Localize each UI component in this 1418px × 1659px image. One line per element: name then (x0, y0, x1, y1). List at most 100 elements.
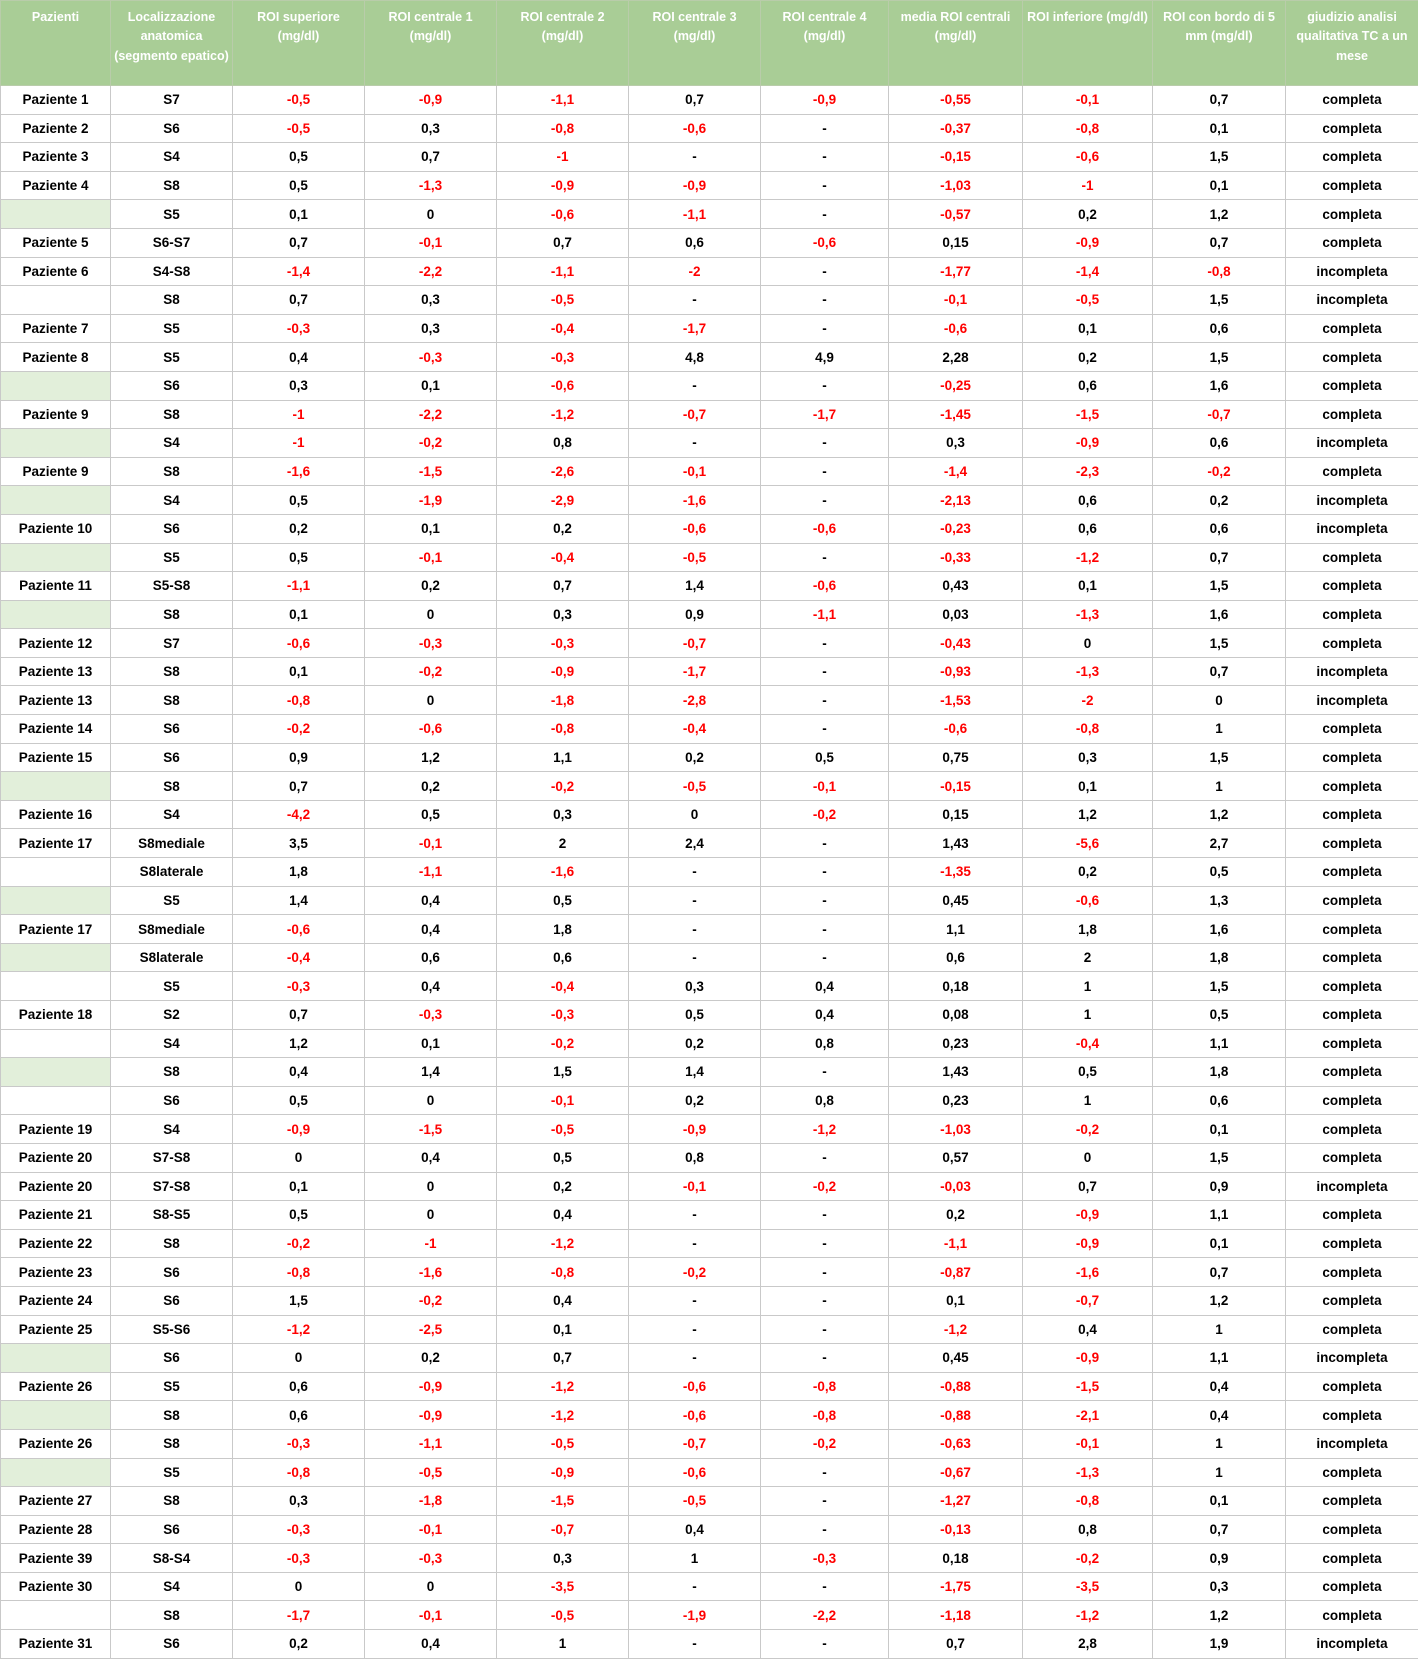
judgment-cell: completa (1285, 828, 1418, 859)
value-cell: 0,6 (888, 942, 1023, 973)
value-cell: 0,8 (760, 1028, 889, 1059)
value-cell: -1,1 (496, 256, 629, 287)
value-cell: -1,6 (628, 485, 761, 515)
value-cell: -0,15 (888, 142, 1023, 172)
value-cell: -0,9 (1022, 1228, 1153, 1259)
value-cell: 0,8 (496, 428, 629, 458)
value-cell: -1 (1022, 170, 1153, 201)
value-cell: 1 (1022, 1085, 1153, 1116)
table-row: Paziente 15 S6 0,9 1,2 1,1 0,2 0,5 0,75 0,3 1,5 co… (0, 742, 1418, 773)
judgment-cell: completa (1285, 1571, 1418, 1602)
value-cell: -0,8 (1022, 714, 1153, 744)
value-cell: 1,43 (888, 1057, 1023, 1087)
patient-cell (0, 1457, 111, 1488)
segment-cell: S8 (110, 685, 233, 716)
table-row: Paziente 1 S7 -0,5 -0,9 -1,1 0,7 -0,9 -0,55 -0,1… (0, 85, 1418, 115)
value-cell: 0,4 (496, 1200, 629, 1230)
value-cell: 1 (496, 1629, 629, 1659)
patient-cell: Paziente 23 (0, 1257, 111, 1287)
table-row: S4 1,2 0,1 -0,2 0,2 0,8 0,23 -0,4 1,1 completa (0, 1028, 1418, 1059)
segment-cell: S8 (110, 1486, 233, 1516)
value-cell: 0,1 (232, 199, 365, 229)
table-row: S5 -0,8 -0,5 -0,9 -0,6- -0,67 -1,3 1 completa (0, 1457, 1418, 1488)
value-cell: 0,6 (364, 942, 497, 973)
judgment-cell: incompleta (1285, 513, 1418, 544)
patient-cell: Paziente 25 (0, 1314, 111, 1345)
value-cell: 1 (1022, 1000, 1153, 1030)
patient-cell: Paziente 9 (0, 456, 111, 487)
table-row: Paziente 8 S5 0,4 -0,3 -0,3 4,8 4,9 2,28 0,2 1,5 c… (0, 342, 1418, 372)
table-row: Paziente 4 S8 0,5 -1,3 -0,9 -0,9- -1,03 -1 0,1 co… (0, 170, 1418, 201)
segment-cell: S6 (110, 1085, 233, 1116)
patient-cell: Paziente 2 (0, 113, 111, 144)
table-row: S8 -1,7 -0,1 -0,5 -1,9 -2,2 -1,18 -1,2 1,2 comple… (0, 1600, 1418, 1631)
value-cell: -0,1 (628, 1171, 761, 1202)
patient-cell (0, 485, 111, 515)
patient-cell: Paziente 4 (0, 170, 111, 201)
table-row: Paziente 27 S8 0,3 -1,8 -1,5 -0,5- -1,27 -0,8 0,… (0, 1486, 1418, 1516)
value-cell: -0,9 (1022, 1343, 1153, 1373)
value-cell: 0,5 (232, 170, 365, 201)
table-row: S8laterale 1,8 -1,1 -1,6- - -1,35 0,2 0,5 comple… (0, 857, 1418, 887)
judgment-cell: completa (1285, 142, 1418, 172)
value-cell: -1,6 (496, 857, 629, 887)
value-cell: 0,7 (496, 571, 629, 601)
header-row: Pazienti Localizzazione anatomica (segmen… (0, 0, 1418, 86)
value-cell: 0,5 (232, 142, 365, 172)
value-cell: 1,5 (1152, 285, 1286, 315)
value-cell: 0,8 (760, 1085, 889, 1116)
value-cell: - (760, 1514, 889, 1545)
value-cell: -1,3 (364, 170, 497, 201)
value-cell: -0,1 (760, 771, 889, 801)
value-cell: 0 (232, 1571, 365, 1602)
judgment-cell: completa (1285, 1114, 1418, 1144)
value-cell: 0,5 (232, 1200, 365, 1230)
value-cell: -1,5 (1022, 399, 1153, 430)
patient-cell: Paziente 22 (0, 1228, 111, 1259)
judgment-cell: completa (1285, 342, 1418, 372)
value-cell: 0,3 (232, 370, 365, 401)
segment-cell: S7 (110, 85, 233, 115)
table-row: Paziente 30 S4 0 0 -3,5- - -1,75 -3,5 0,3 complet… (0, 1571, 1418, 1602)
value-cell: -1,45 (888, 399, 1023, 430)
table-row: Paziente 9 S8 -1 -2,2 -1,2 -0,7 -1,7 -1,45 -1,5-… (0, 399, 1418, 430)
value-cell: -1,03 (888, 1114, 1023, 1144)
value-cell: -0,2 (496, 771, 629, 801)
value-cell: -1,35 (888, 857, 1023, 887)
value-cell: 0,4 (760, 1000, 889, 1030)
value-cell: - (760, 914, 889, 944)
patient-cell: Paziente 10 (0, 513, 111, 544)
segment-cell: S8-S5 (110, 1200, 233, 1230)
value-cell: - (760, 1457, 889, 1488)
value-cell: - (760, 1200, 889, 1230)
value-cell: 0,1 (232, 656, 365, 687)
value-cell: -2,5 (364, 1314, 497, 1345)
table-row: Paziente 16 S4 -4,2 0,5 0,3 0 -0,2 0,15 1,2 1,2 co… (0, 799, 1418, 830)
value-cell: - (760, 685, 889, 716)
patient-cell: Paziente 39 (0, 1543, 111, 1573)
segment-cell: S6 (110, 113, 233, 144)
value-cell: 2,8 (1022, 1629, 1153, 1659)
value-cell: -0,5 (628, 1486, 761, 1516)
value-cell: 0,3 (1152, 1571, 1286, 1602)
value-cell: 2 (496, 828, 629, 859)
value-cell: 0,3 (628, 971, 761, 1001)
patient-cell: Paziente 17 (0, 828, 111, 859)
value-cell: -0,8 (496, 714, 629, 744)
value-cell: -1,77 (888, 256, 1023, 287)
value-cell: -0,8 (496, 1257, 629, 1287)
value-cell: -0,6 (760, 513, 889, 544)
value-cell: -0,6 (232, 628, 365, 658)
value-cell: 1 (1152, 1457, 1286, 1488)
value-cell: 0,45 (888, 885, 1023, 916)
value-cell: 1 (628, 1543, 761, 1573)
segment-cell: S4 (110, 1571, 233, 1602)
value-cell: -1,1 (496, 85, 629, 115)
value-cell: 0,1 (364, 370, 497, 401)
value-cell: -1 (232, 428, 365, 458)
value-cell: - (760, 485, 889, 515)
value-cell: 0 (628, 799, 761, 830)
value-cell: 0,3 (496, 1543, 629, 1573)
value-cell: 1,5 (1152, 628, 1286, 658)
value-cell: 0,1 (1152, 1228, 1286, 1259)
